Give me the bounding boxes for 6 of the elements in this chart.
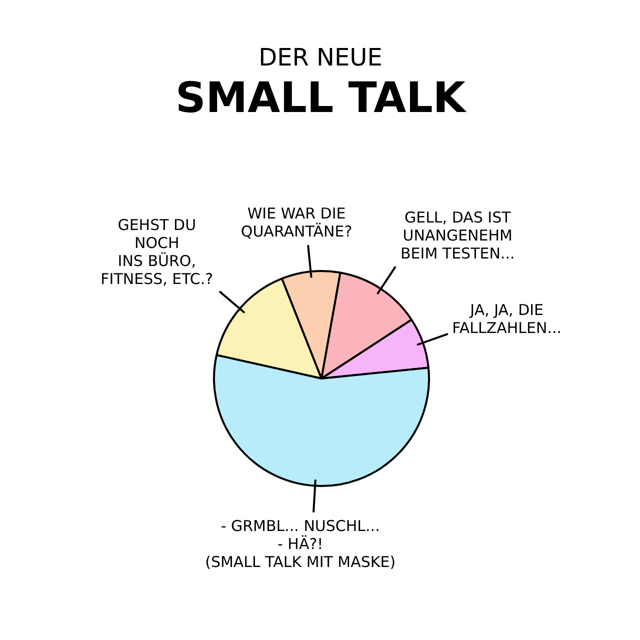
chart-title: DER NEUE SMALL TALK [176, 44, 467, 122]
slice-label: GEHST DU NOCH INS BÜRO, FITNESS, ETC.? [100, 216, 214, 288]
slice-label: - GRMBL... NUSCHL... - HÄ?! (SMALL TALK MIT MASKE) [205, 516, 396, 571]
slice-label: JA, JA, DIE FALLZAHLEN... [452, 301, 562, 338]
slice-label: WIE WAR DIE QUARANTÄNE? [240, 204, 352, 241]
slice-label: GELL, DAS IST UNANGENEHM BEIM TESTEN... [400, 208, 515, 263]
